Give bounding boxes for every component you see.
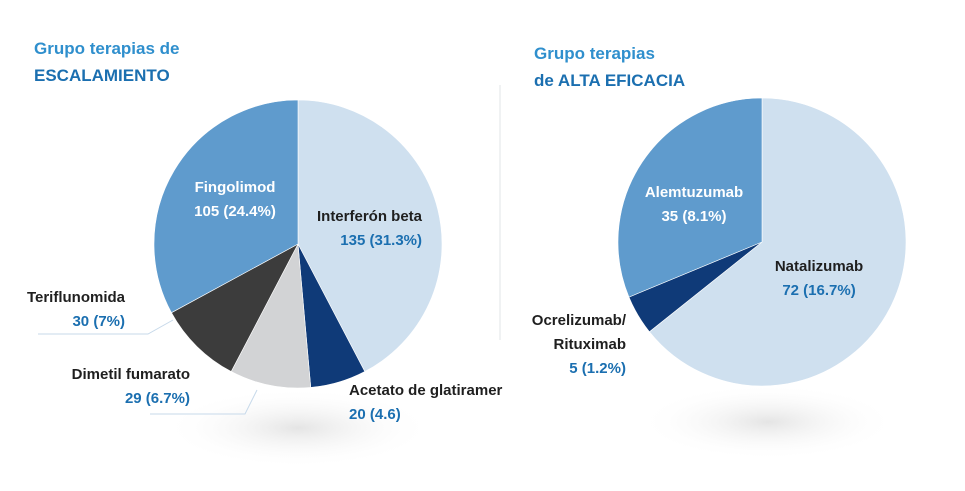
slice-label-interferon-beta: Interferón beta [316, 208, 422, 225]
slice-label-teriflunomida: Teriflunomida [26, 289, 125, 306]
pie-alta-eficacia [617, 97, 907, 387]
slice-value-dimetil-fumarato: 29 (6.7%) [124, 390, 190, 407]
pie-slice-natalizumab [648, 97, 907, 387]
data-label-natalizumab: Natalizumab 72 (16.7%) [764, 255, 874, 303]
slice-value-interferon-beta: 135 (31.3%) [340, 232, 422, 249]
slice-value-alemtuzumab: 35 (8.1%) [661, 208, 727, 225]
data-label-alemtuzumab: Alemtuzumab 35 (8.1%) [634, 181, 754, 229]
data-label-teriflunomida: Teriflunomida 30 (7%) [20, 286, 125, 334]
slice-label-alemtuzumab: Alemtuzumab [644, 184, 744, 201]
chart-2-title-line-2: de ALTA EFICACIA [534, 71, 686, 90]
pie-slice-dimetil-fumarato [230, 242, 312, 389]
chart-1-title: Grupo terapias de ESCALAMIENTO [34, 35, 179, 89]
chart-1-title-line-1: Grupo terapias de [34, 39, 180, 58]
slice-label-dimetil-fumarato: Dimetil fumarato [71, 366, 190, 383]
pie-slice-fingolimod [153, 99, 299, 314]
chart-1-title-line-2: ESCALAMIENTO [34, 66, 170, 85]
chart-2-title-line-1: Grupo terapias [534, 44, 655, 63]
leader-lines [38, 319, 258, 415]
slice-value-teriflunomida: 30 (7%) [72, 313, 125, 330]
slice-value-natalizumab: 72 (16.7%) [782, 282, 856, 299]
data-label-acetato-de-glatiramer: Acetato de glatiramer 20 (4.6) [349, 379, 502, 427]
leader-line-teriflunomida [38, 319, 174, 335]
slice-label-ocrelizumab: Ocrelizumab/ [531, 312, 626, 329]
data-label-fingolimod: Fingolimod 105 (24.4%) [175, 176, 295, 224]
slice-label-fingolimod: Fingolimod [194, 179, 276, 196]
chart-2-title: Grupo terapias de ALTA EFICACIA [534, 40, 685, 94]
pie-slice-teriflunomida [171, 243, 299, 372]
pie-slice-alemtuzumab [617, 97, 763, 298]
pie-escalamiento [153, 99, 443, 389]
pie-slice-interferon-beta [297, 99, 443, 372]
slice-value-fingolimod: 105 (24.4%) [194, 203, 276, 220]
data-label-dimetil-fumarato: Dimetil fumarato 29 (6.7%) [40, 363, 190, 411]
leader-line-dimetil-fumarato [150, 389, 258, 415]
slice-label-acetato-de-glatiramer: Acetato de glatiramer [349, 382, 503, 399]
pie-1-shadow [163, 388, 433, 468]
data-label-ocrelizumab-rituximab: Ocrelizumab/ Rituximab 5 (1.2%) [520, 309, 626, 381]
slice-value-ocrelizumab-rituximab: 5 (1.2%) [569, 360, 626, 377]
slice-value-acetato-de-glatiramer: 20 (4.6) [349, 406, 401, 423]
pie-2-shadow [638, 384, 898, 460]
data-label-interferon-beta: Interferón beta 135 (31.3%) [290, 205, 422, 253]
slice-label-natalizumab: Natalizumab [774, 258, 864, 275]
slice-label-rituximab: Rituximab [553, 336, 626, 353]
